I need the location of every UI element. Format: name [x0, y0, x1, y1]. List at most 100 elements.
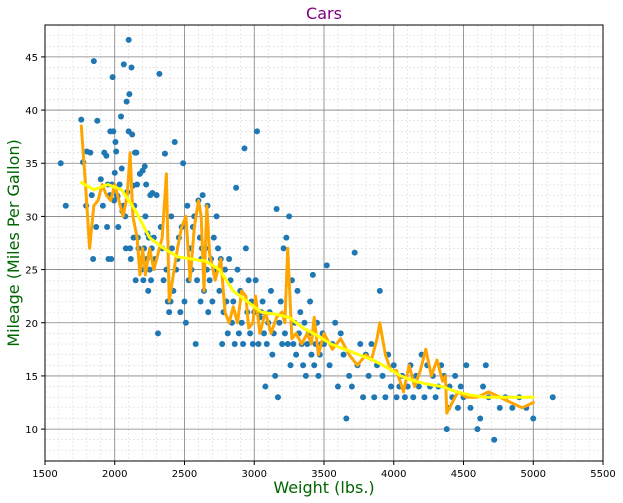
scatter-point: [93, 224, 100, 231]
scatter-point: [496, 404, 503, 411]
scatter-point: [226, 255, 233, 262]
scatter-point: [88, 192, 95, 199]
scatter-point: [141, 163, 148, 170]
scatter-point: [267, 287, 274, 294]
scatter-point: [87, 149, 94, 156]
scatter-point: [346, 372, 353, 379]
scatter-point: [104, 224, 111, 231]
scatter-point: [116, 181, 123, 188]
scatter-point: [376, 287, 383, 294]
scatter-point: [123, 98, 130, 105]
scatter-point: [146, 266, 153, 273]
chart-title: Cars: [306, 4, 342, 23]
scatter-point: [382, 394, 389, 401]
scatter-point: [161, 150, 168, 157]
scatter-point: [387, 383, 394, 390]
scatter-point: [206, 277, 213, 284]
scatter-point: [283, 234, 290, 241]
scatter-point: [62, 202, 69, 209]
scatter-point: [371, 394, 378, 401]
scatter-point: [443, 426, 450, 433]
scatter-point: [133, 149, 140, 156]
scatter-point: [122, 245, 129, 252]
scatter-point: [210, 234, 217, 241]
scatter-point: [308, 351, 315, 358]
scatter-point: [156, 70, 163, 77]
scatter-point: [334, 383, 341, 390]
scatter-point: [125, 36, 132, 43]
y-tick-label: 20: [25, 319, 38, 330]
scatter-point: [109, 74, 116, 81]
scatter-point: [297, 309, 304, 316]
scatter-point: [254, 128, 261, 135]
scatter-point: [177, 309, 184, 316]
scatter-point: [294, 287, 301, 294]
scatter-point: [276, 319, 283, 326]
scatter-point: [181, 298, 188, 305]
scatter-point: [379, 372, 386, 379]
scatter-point: [168, 213, 175, 220]
scatter-point: [307, 298, 314, 305]
scatter-point: [432, 394, 439, 401]
scatter-point: [166, 309, 173, 316]
y-tick-label: 30: [25, 212, 38, 223]
scatter-point: [108, 255, 115, 262]
scatter-point: [281, 330, 288, 337]
scatter-point: [279, 341, 286, 348]
scatter-point: [142, 213, 149, 220]
scatter-point: [549, 394, 556, 401]
scatter-point: [94, 117, 101, 124]
scatter-point: [230, 298, 237, 305]
scatter-point: [340, 351, 347, 358]
scatter-point: [348, 383, 355, 390]
scatter-point: [390, 362, 397, 369]
scatter-point: [197, 298, 204, 305]
scatter-point: [259, 298, 266, 305]
scatter-point: [401, 394, 408, 401]
scatter-point: [180, 160, 187, 167]
scatter-point: [245, 277, 252, 284]
rolling-line: [79, 124, 535, 415]
scatter-point: [393, 394, 400, 401]
scatter-point: [368, 341, 375, 348]
scatter-point: [154, 330, 161, 337]
x-tick-label: 3000: [242, 469, 267, 480]
scatter-point: [474, 426, 481, 433]
scatter-point: [454, 404, 461, 411]
x-tick-label: 4000: [381, 469, 406, 480]
scatter-point: [130, 234, 137, 241]
y-axis-label: Mileage (Miles Per Gallon): [4, 139, 23, 346]
scatter-point: [209, 298, 216, 305]
scatter-point: [160, 277, 167, 284]
scatter-point: [290, 341, 297, 348]
scatter-point: [255, 341, 262, 348]
y-tick-label: 25: [25, 266, 38, 277]
scatter-point: [103, 152, 110, 159]
scatter-point: [199, 192, 206, 199]
y-tick-label: 15: [25, 372, 38, 383]
scatter-point: [168, 245, 175, 252]
y-axis-ticks: 10 15 20 25 30 35 40 45: [25, 53, 45, 436]
scatter-point: [192, 341, 199, 348]
scatter-point: [148, 277, 155, 284]
scatter-point: [213, 213, 220, 220]
scatter-point: [463, 362, 470, 369]
scatter-point: [272, 372, 279, 379]
scatter-point: [323, 262, 330, 269]
scatter-point: [57, 160, 64, 167]
scatter-point: [280, 245, 287, 252]
scatter-point: [118, 113, 125, 120]
scatter-point: [326, 362, 333, 369]
y-tick-label: 40: [25, 106, 38, 117]
scatter-point: [300, 362, 307, 369]
x-axis-label: Weight (lbs.): [273, 478, 374, 497]
scatter-point: [247, 330, 254, 337]
x-tick-label: 2000: [102, 469, 127, 480]
scatter-point: [309, 271, 316, 278]
scatter-point: [128, 64, 135, 71]
scatter-point: [78, 116, 85, 123]
scatter-point: [337, 330, 344, 337]
scatter-point: [287, 362, 294, 369]
scatter-point: [269, 351, 276, 358]
